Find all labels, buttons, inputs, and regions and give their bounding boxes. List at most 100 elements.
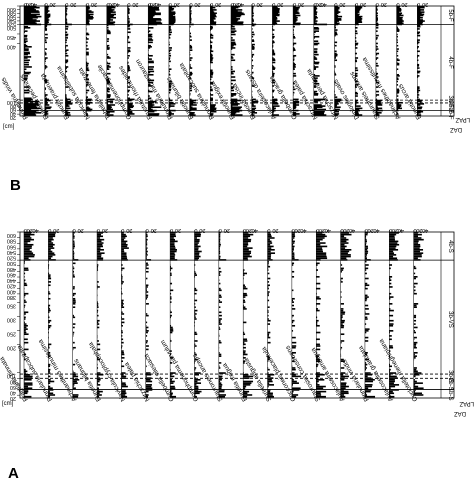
abundance-bar — [243, 242, 249, 244]
abundance-bar — [364, 368, 367, 371]
abundance-bar — [210, 106, 215, 109]
abundance-bar — [145, 277, 148, 280]
abundance-bar — [389, 370, 390, 373]
abundance-bar — [24, 6, 40, 9]
abundance-bar — [355, 84, 359, 86]
abundance-bar — [65, 107, 71, 110]
abundance-bar — [243, 350, 246, 352]
abundance-bar — [413, 357, 416, 359]
abundance-bar — [145, 238, 148, 241]
scale-tick-label: 0 — [314, 1, 317, 7]
abundance-bar — [267, 252, 276, 254]
abundance-bar — [340, 373, 344, 376]
abundance-bar — [316, 324, 320, 327]
abundance-bar — [272, 59, 276, 62]
abundance-bar — [251, 20, 254, 22]
abundance-bar — [121, 385, 128, 388]
abundance-bar — [145, 387, 153, 390]
abundance-bar — [121, 243, 128, 246]
abundance-bar — [189, 51, 191, 54]
scale-tick-label: 20 — [132, 1, 138, 7]
abundance-bar — [396, 84, 399, 86]
abundance-bar — [44, 40, 46, 43]
abundance-bar — [389, 242, 398, 244]
abundance-bar — [72, 335, 74, 337]
abundance-bar — [364, 373, 373, 376]
abundance-bar — [72, 254, 75, 256]
abundance-bar — [24, 38, 28, 40]
abundance-bar — [291, 237, 295, 239]
abundance-bar — [364, 304, 369, 307]
abundance-bar — [375, 90, 379, 93]
abundance-bar — [24, 40, 28, 43]
abundance-bar — [243, 270, 244, 273]
abundance-bar — [243, 296, 246, 298]
abundance-bar — [168, 57, 171, 59]
abundance-bar — [267, 237, 275, 239]
abundance-bar — [148, 79, 155, 82]
abundance-bar — [316, 254, 327, 256]
abundance-bar — [340, 269, 344, 271]
abundance-bar — [218, 282, 221, 285]
abundance-bar — [231, 7, 236, 10]
abundance-bar — [413, 289, 416, 292]
abundance-bar — [375, 34, 379, 37]
abundance-bar — [389, 232, 399, 234]
abundance-bar — [375, 57, 379, 59]
abundance-bar — [417, 67, 420, 69]
abundance-bar — [168, 25, 171, 28]
abundance-bar — [72, 272, 74, 275]
abundance-bar — [340, 250, 350, 253]
abundance-bar — [231, 43, 237, 46]
abundance-bar — [313, 93, 319, 95]
abundance-bar — [334, 112, 336, 114]
abundance-bar — [48, 365, 51, 368]
abundance-bar — [97, 232, 103, 234]
abundance-bar — [86, 15, 93, 18]
abundance-bar — [251, 7, 254, 10]
abundance-bar — [148, 15, 154, 18]
abundance-bar — [65, 19, 68, 21]
abundance-bar — [168, 14, 173, 17]
abundance-bar — [355, 59, 357, 62]
abundance-bar — [148, 58, 152, 60]
abundance-bar — [340, 242, 349, 244]
abundance-bar — [396, 22, 404, 25]
abundance-bar — [97, 363, 98, 366]
abundance-bar — [44, 88, 46, 91]
abundance-bar — [340, 252, 348, 254]
abundance-bar — [231, 93, 237, 95]
abundance-bar — [106, 93, 108, 95]
abundance-bar — [316, 321, 318, 324]
abundance-bar — [86, 38, 89, 40]
abundance-bar — [121, 292, 123, 295]
abundance-bar — [121, 375, 127, 378]
abundance-bar — [106, 16, 116, 19]
abundance-bar — [340, 291, 342, 293]
abundance-bar — [48, 252, 55, 254]
abundance-bar — [72, 373, 76, 376]
abundance-bar — [168, 110, 171, 113]
abundance-bar — [417, 96, 419, 98]
abundance-bar — [97, 367, 99, 369]
abundance-bar — [272, 33, 275, 36]
abundance-bar — [243, 237, 249, 239]
abundance-bar — [364, 250, 369, 253]
abundance-bar — [48, 247, 55, 249]
abundance-bar — [291, 301, 295, 303]
abundance-bar — [389, 377, 398, 379]
abundance-bar — [48, 382, 51, 384]
abundance-bar — [97, 267, 98, 270]
abundance-bar — [170, 297, 172, 300]
abundance-bar — [86, 7, 90, 10]
abundance-bar — [417, 19, 423, 21]
abundance-bar — [243, 254, 250, 256]
abundance-bar — [189, 85, 193, 87]
abundance-bar — [106, 40, 109, 43]
abundance-bar — [243, 249, 249, 251]
abundance-bar — [189, 7, 191, 10]
abundance-bar — [145, 378, 151, 381]
abundance-bar — [313, 13, 317, 16]
abundance-bar — [24, 380, 25, 383]
abundance-bar — [355, 57, 359, 59]
